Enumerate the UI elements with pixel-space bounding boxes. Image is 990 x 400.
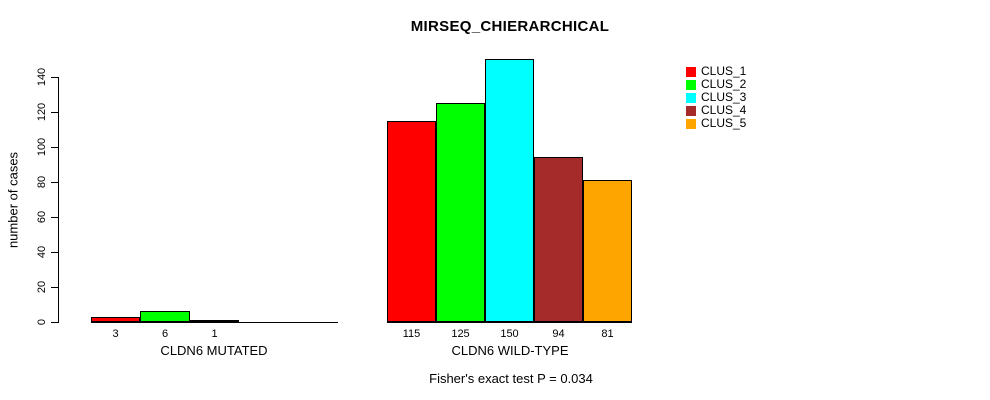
y-tick-label: 120 <box>36 102 48 122</box>
legend-item: CLUS_4 <box>686 104 746 117</box>
y-tick-mark <box>51 112 58 113</box>
y-tick-label: 140 <box>36 67 48 87</box>
legend-swatch <box>686 92 696 103</box>
bar-clus_4 <box>534 157 583 322</box>
y-axis-label: number of cases <box>5 151 21 249</box>
legend-swatch <box>686 105 696 116</box>
legend-label: CLUS_3 <box>701 90 747 104</box>
y-tick-mark <box>51 147 58 148</box>
legend-swatch <box>686 79 696 90</box>
legend-item: CLUS_2 <box>686 78 746 91</box>
legend-swatch <box>686 66 696 77</box>
bar-value-label: 125 <box>451 328 470 340</box>
y-tick-label: 0 <box>36 318 48 326</box>
y-tick-mark <box>51 252 58 253</box>
bar-value-label: 3 <box>112 328 119 340</box>
bar-value-label: 81 <box>601 328 614 340</box>
y-tick-label: 80 <box>36 175 48 189</box>
bar-clus_2 <box>436 103 485 322</box>
y-tick-mark <box>51 182 58 183</box>
group-label: CLDN6 MUTATED <box>160 343 268 358</box>
x-baseline <box>91 322 338 323</box>
legend-item: CLUS_3 <box>686 91 746 104</box>
legend-label: CLUS_5 <box>701 116 747 130</box>
bar-clus_1 <box>387 121 436 322</box>
y-tick-mark <box>51 77 58 78</box>
legend-swatch <box>686 118 696 129</box>
y-tick-mark <box>51 322 58 323</box>
legend-label: CLUS_1 <box>701 64 747 78</box>
chart-title: MIRSEQ_CHIERARCHICAL <box>410 18 610 35</box>
bar-value-label: 94 <box>552 328 565 340</box>
y-tick-label: 100 <box>36 137 48 157</box>
bar-value-label: 150 <box>500 328 519 340</box>
legend-label: CLUS_4 <box>701 103 747 117</box>
y-tick-mark <box>51 217 58 218</box>
legend: CLUS_1 CLUS_2 CLUS_3 CLUS_4 CLUS_5 <box>686 65 746 130</box>
bar-clus_3 <box>485 59 534 322</box>
bar-clus_1 <box>91 317 140 322</box>
y-tick-mark <box>51 287 58 288</box>
y-tick-label: 40 <box>36 245 48 259</box>
y-tick-label: 20 <box>36 280 48 294</box>
group-label: CLDN6 WILD-TYPE <box>451 343 569 358</box>
fisher-test-note: Fisher's exact test P = 0.034 <box>429 371 593 386</box>
bar-value-label: 115 <box>402 328 421 340</box>
bar-clus_3 <box>190 320 239 322</box>
legend-item: CLUS_1 <box>686 65 746 78</box>
bar-clus_2 <box>140 311 190 322</box>
y-tick-label: 60 <box>36 210 48 224</box>
legend-item: CLUS_5 <box>686 117 746 130</box>
x-baseline <box>387 322 632 323</box>
bar-value-label: 6 <box>161 328 169 340</box>
bar-value-label: 1 <box>211 328 218 340</box>
bar-clus_5 <box>583 180 632 322</box>
y-axis-line <box>58 77 59 323</box>
legend-label: CLUS_2 <box>701 77 747 91</box>
